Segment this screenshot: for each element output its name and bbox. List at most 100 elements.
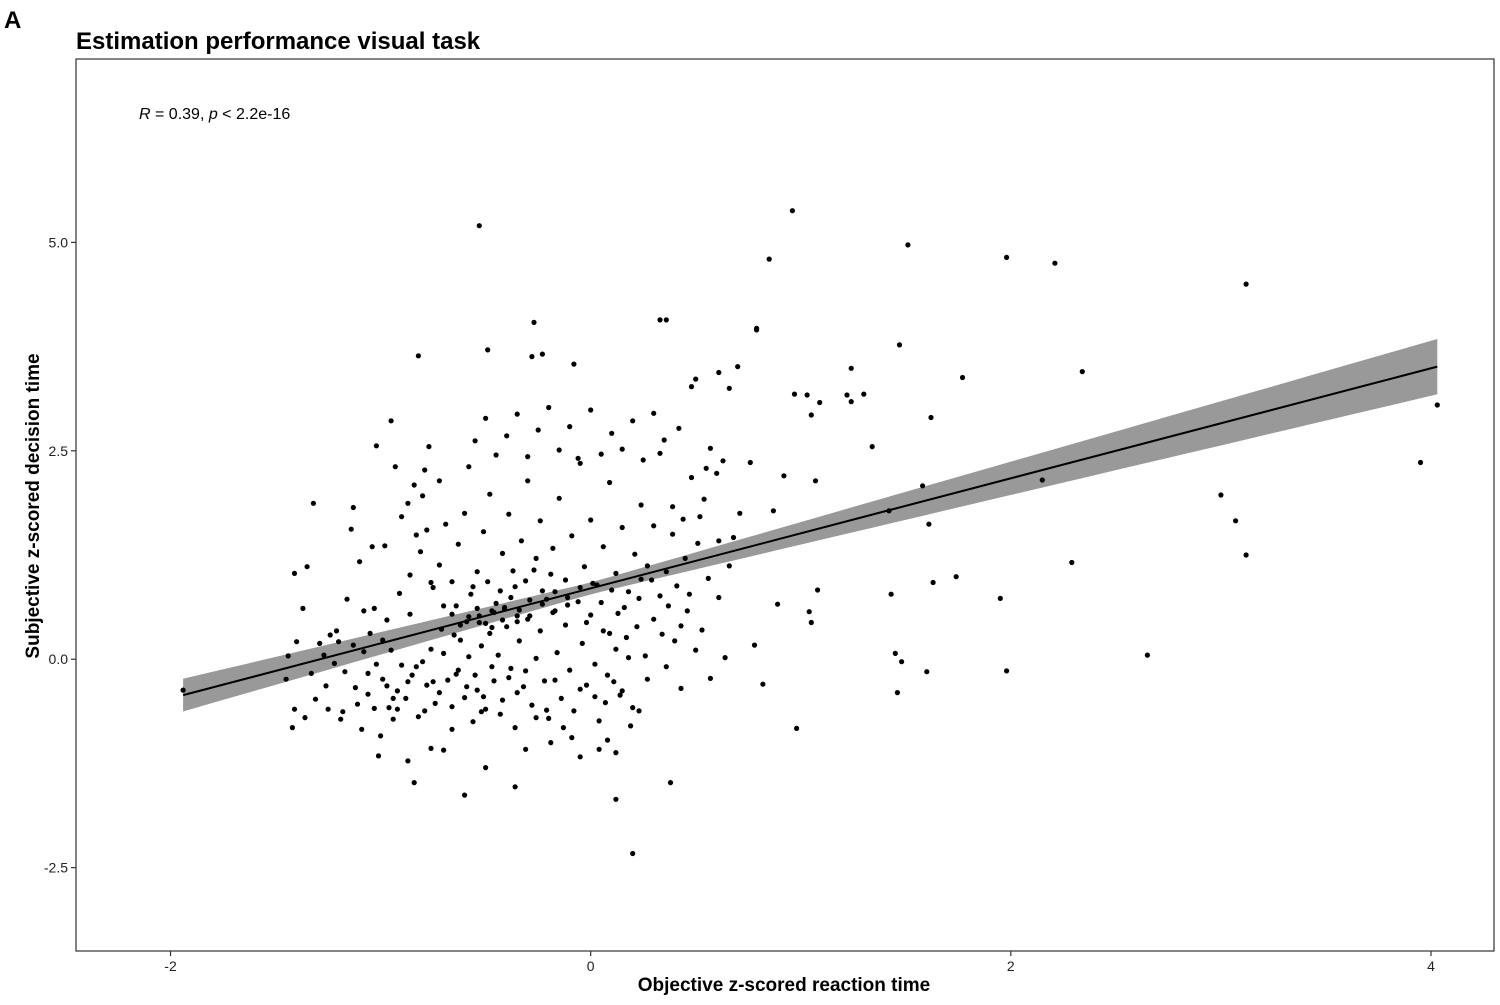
data-point xyxy=(541,678,548,684)
data-point xyxy=(485,579,491,585)
data-point xyxy=(499,697,506,703)
data-point xyxy=(577,754,583,760)
data-point xyxy=(525,454,531,460)
data-point xyxy=(613,796,619,802)
data-point xyxy=(403,695,409,702)
data-point xyxy=(359,726,365,732)
data-point xyxy=(489,664,495,670)
data-point xyxy=(504,624,510,630)
x-tick-label: 2 xyxy=(1007,958,1015,974)
data-point xyxy=(684,608,690,614)
r-value: = 0.39, xyxy=(151,106,209,123)
data-point xyxy=(552,677,558,683)
data-point xyxy=(388,418,394,424)
data-point xyxy=(678,623,684,629)
data-point xyxy=(455,667,461,673)
data-point xyxy=(703,465,709,471)
data-point xyxy=(436,562,442,568)
data-point xyxy=(375,753,382,759)
data-point xyxy=(506,675,512,681)
data-point xyxy=(569,735,575,741)
data-point xyxy=(491,678,497,684)
data-point xyxy=(697,514,703,520)
data-point xyxy=(480,529,487,535)
data-point xyxy=(598,451,604,457)
data-point xyxy=(554,650,560,656)
data-point xyxy=(892,650,898,657)
data-point xyxy=(378,733,384,739)
data-point xyxy=(607,479,613,486)
data-point xyxy=(432,700,438,707)
data-point xyxy=(386,705,392,711)
data-point xyxy=(600,544,606,550)
chart-title: Estimation performance visual task xyxy=(76,28,481,55)
data-point xyxy=(533,655,539,662)
data-point xyxy=(602,700,609,706)
data-point xyxy=(462,510,468,516)
data-point xyxy=(804,392,810,398)
data-point xyxy=(441,603,447,609)
data-point xyxy=(657,317,663,323)
data-point xyxy=(514,619,520,625)
data-point xyxy=(474,687,480,693)
data-point xyxy=(340,709,346,715)
data-point xyxy=(413,664,419,670)
data-point xyxy=(794,725,800,732)
data-point xyxy=(1004,668,1010,674)
data-point xyxy=(422,708,428,714)
data-point xyxy=(449,579,455,585)
data-point xyxy=(422,467,428,473)
data-point xyxy=(726,385,732,391)
data-point xyxy=(617,692,623,698)
data-point xyxy=(352,685,358,691)
data-point xyxy=(285,653,291,659)
data-point xyxy=(613,570,619,577)
regression-line xyxy=(182,365,1438,697)
data-point xyxy=(289,725,295,731)
data-point xyxy=(512,784,518,790)
data-point xyxy=(300,605,306,612)
data-point xyxy=(663,664,669,670)
data-point xyxy=(588,407,594,413)
data-point xyxy=(495,652,501,658)
data-point xyxy=(583,682,590,688)
data-point xyxy=(588,517,594,523)
data-point xyxy=(592,661,598,667)
data-point xyxy=(1417,459,1424,466)
x-axis-title: Objective z-scored reaction time xyxy=(638,975,931,996)
data-point xyxy=(466,654,472,660)
data-point xyxy=(367,630,373,637)
data-point xyxy=(613,750,619,756)
data-point xyxy=(611,679,617,685)
data-point xyxy=(899,659,905,665)
data-point xyxy=(499,550,506,557)
data-point xyxy=(775,601,781,607)
y-tick-label: 0.0 xyxy=(49,651,69,667)
data-point xyxy=(336,639,342,645)
data-point xyxy=(707,445,714,451)
data-point xyxy=(754,325,760,331)
data-point xyxy=(533,715,539,721)
data-point xyxy=(590,580,596,587)
data-point xyxy=(396,590,403,597)
data-point xyxy=(357,559,363,565)
data-point xyxy=(905,242,911,248)
data-point xyxy=(888,591,894,597)
plot-panel xyxy=(75,58,1495,952)
data-point xyxy=(672,638,678,644)
data-point xyxy=(928,414,934,421)
data-point xyxy=(550,545,556,551)
data-point xyxy=(670,504,676,510)
data-point xyxy=(539,601,546,607)
data-point xyxy=(562,577,569,583)
data-point xyxy=(365,670,371,677)
data-point xyxy=(497,588,503,594)
data-point xyxy=(283,676,289,682)
data-point xyxy=(478,709,484,715)
data-point xyxy=(476,223,482,229)
data-point xyxy=(583,619,590,626)
data-point xyxy=(1218,492,1224,498)
data-point xyxy=(651,616,657,622)
data-point xyxy=(623,634,630,641)
data-point xyxy=(686,591,693,597)
